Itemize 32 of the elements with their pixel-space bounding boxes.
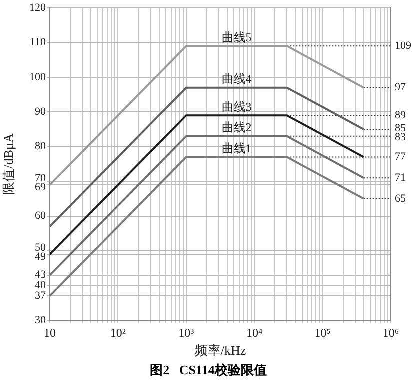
y2-tick-label: 89 [395,109,406,122]
y-tick-label: 30 [35,314,46,326]
text: 图2 CS114校验限值 [150,362,267,378]
x-tick-label: 10 [44,326,56,340]
y-tick-label: 110 [30,36,46,49]
y2-tick-label: 97 [395,82,406,94]
x-tick-label: 10⁵ [314,326,331,340]
y-tick-label: 100 [30,71,46,84]
series-label: 曲线5 [222,30,252,44]
y-tick-label: 43 [35,269,46,282]
series-label: 曲线3 [222,100,252,114]
y-tick-label: 90 [35,106,46,118]
y2-tick-label: 109 [395,40,412,52]
y2-tick-label: 65 [395,192,406,205]
y-axis-title: 限值/dBμA [1,133,16,195]
x-tick-label: 10⁶ [382,326,400,340]
y-tick-label: 49 [35,251,46,264]
x-tick-label: 10² [110,326,126,340]
x-tick-label: 10⁴ [246,326,263,340]
series-label: 曲线2 [222,120,252,135]
y-tick-label: 69 [35,182,46,194]
y2-tick-label: 71 [395,172,406,184]
y-tick-label: 37 [35,290,46,302]
y-tick-label: 40 [35,280,46,292]
x-tick-label: 10³ [178,326,195,340]
series-label: 曲线4 [222,72,252,86]
y-tick-label: 60 [35,210,46,222]
y-tick-label: 120 [30,2,46,14]
y2-tick-label: 77 [395,151,406,164]
y-tick-label: 80 [35,140,46,153]
x-axis-title: 频率/kHz [194,343,246,358]
series-label: 曲线1 [222,141,252,156]
